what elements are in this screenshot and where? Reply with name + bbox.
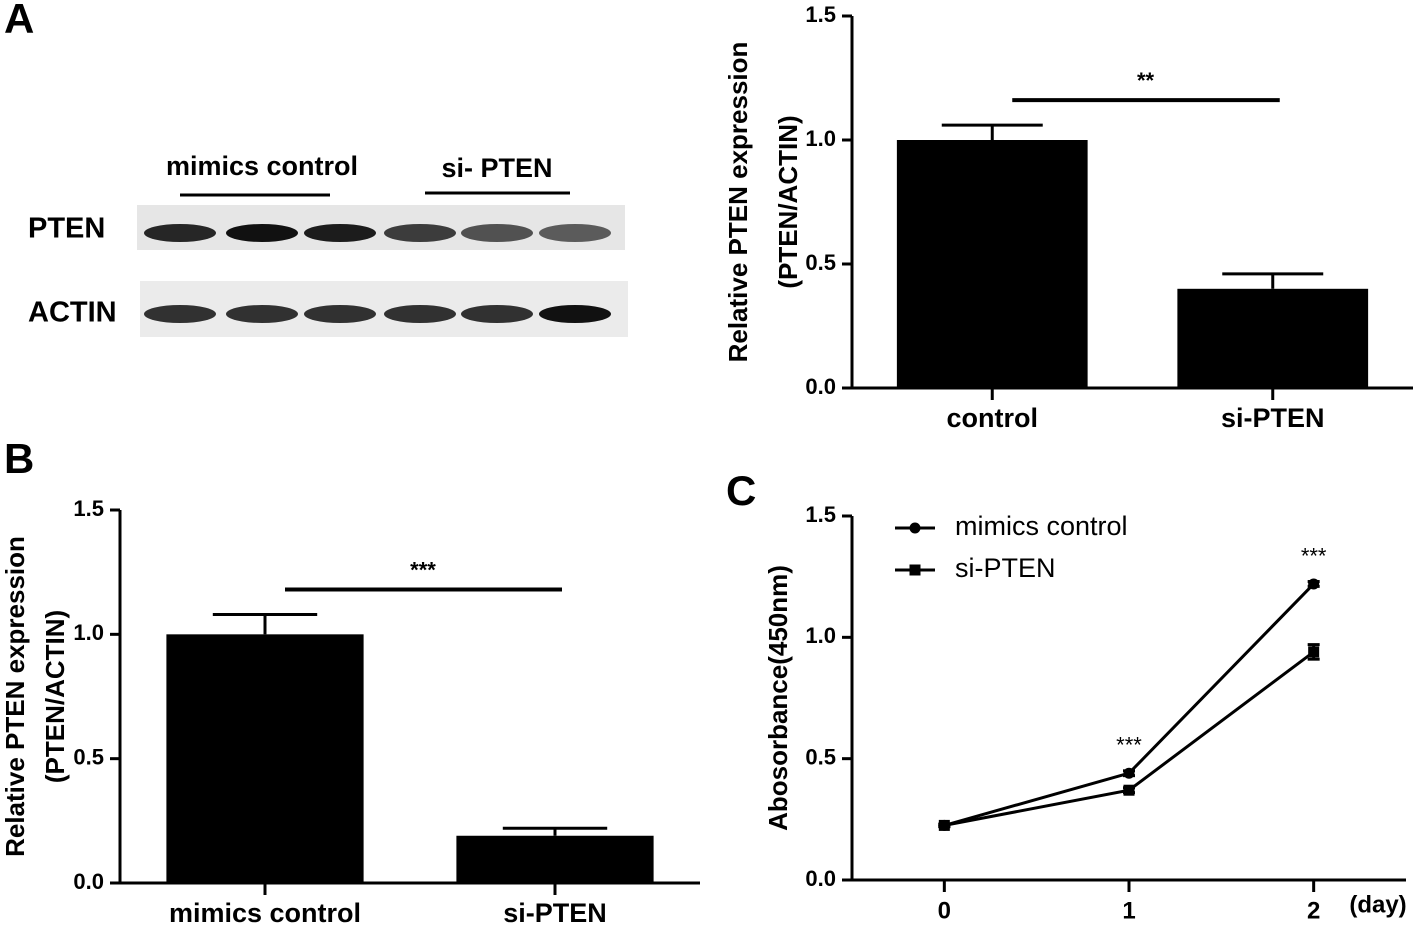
blot-band (384, 224, 456, 242)
legend-label: mimics control (955, 511, 1128, 541)
marker (1123, 784, 1135, 796)
legend-label: si-PTEN (955, 553, 1056, 583)
error-bar (941, 123, 1043, 140)
blot-group: si- PTEN (441, 153, 552, 183)
x-tick-label: 1 (1122, 897, 1135, 924)
blot-band (226, 305, 298, 323)
blot-group: mimics control (166, 151, 358, 181)
y-tick-label: 0.0 (73, 869, 104, 894)
significance-label: *** (410, 557, 436, 582)
x-axis-label: (day) (1349, 891, 1406, 918)
y-tick-label: 1.5 (805, 502, 836, 527)
y-axis-label: Abosorbance(450nm) (763, 565, 793, 831)
error-bar (212, 612, 318, 635)
legend-marker (909, 522, 921, 534)
y-tick-label: 1.0 (805, 126, 836, 151)
error-bar (1222, 272, 1324, 289)
chart: 0.0 0.5 1.0 1.5 Relative PTEN expression (PTE… (723, 2, 1413, 433)
error-bar (502, 826, 608, 836)
annotation: *** (1301, 543, 1327, 568)
panel-label: B (4, 435, 34, 482)
y-axis-label: Relative PTEN expression (0, 536, 30, 857)
y-tick-label: 0.0 (805, 866, 836, 891)
panel-label: C (726, 467, 756, 514)
bar (166, 634, 364, 883)
y-tick-label: 1.5 (73, 496, 104, 521)
chart: 0.0 0.5 1.0 1.5 Relative PTEN expression (PTE… (0, 496, 700, 927)
significance-label: ** (1137, 68, 1155, 93)
x-tick-label: si-PTEN (1221, 403, 1325, 433)
blot-row: PTEN (28, 213, 105, 245)
x-tick-label: mimics control (169, 898, 361, 927)
blot-row: ACTIN (28, 297, 117, 329)
y-tick-label: 1.0 (805, 623, 836, 648)
y-tick-label: 0.0 (805, 374, 836, 399)
blot-band (304, 224, 376, 242)
western-blot: mimics control si- PTEN PTEN ACTIN (28, 151, 628, 337)
blot-band (304, 305, 376, 323)
bar (896, 140, 1088, 388)
blot-band (144, 224, 216, 242)
blot-band (226, 224, 298, 242)
y-axis-label: (PTEN/ACTIN) (40, 610, 70, 783)
legend-marker (909, 564, 921, 576)
blot-band (384, 305, 456, 323)
x-tick-label: 0 (938, 897, 951, 924)
marker (1308, 578, 1320, 590)
y-tick-label: 0.5 (805, 744, 836, 769)
bar (1177, 288, 1369, 388)
y-tick-label: 1.5 (805, 2, 836, 27)
annotation: *** (1116, 733, 1142, 758)
blot-band (144, 305, 216, 323)
marker (1123, 767, 1135, 779)
panel-label: A (4, 0, 34, 42)
bar (456, 835, 654, 883)
x-tick-label: control (947, 403, 1039, 433)
blot-band (461, 224, 533, 242)
y-axis-label: Relative PTEN expression (723, 42, 753, 363)
y-tick-label: 0.5 (805, 250, 836, 275)
marker (1308, 646, 1320, 658)
blot-band (539, 305, 611, 323)
x-tick-label: 2 (1307, 897, 1320, 924)
x-tick-label: si-PTEN (503, 898, 607, 927)
chart: 0.0 0.5 1.0 1.5 Abosorbance(450nm) 0 1 2 (day) mi… (763, 502, 1407, 925)
y-tick-label: 1.0 (73, 620, 104, 645)
blot-band (539, 224, 611, 242)
y-axis-label: (PTEN/ACTIN) (773, 115, 803, 288)
blot-strip (137, 205, 625, 250)
y-tick-label: 0.5 (73, 744, 104, 769)
blot-band (461, 305, 533, 323)
marker (938, 819, 950, 831)
